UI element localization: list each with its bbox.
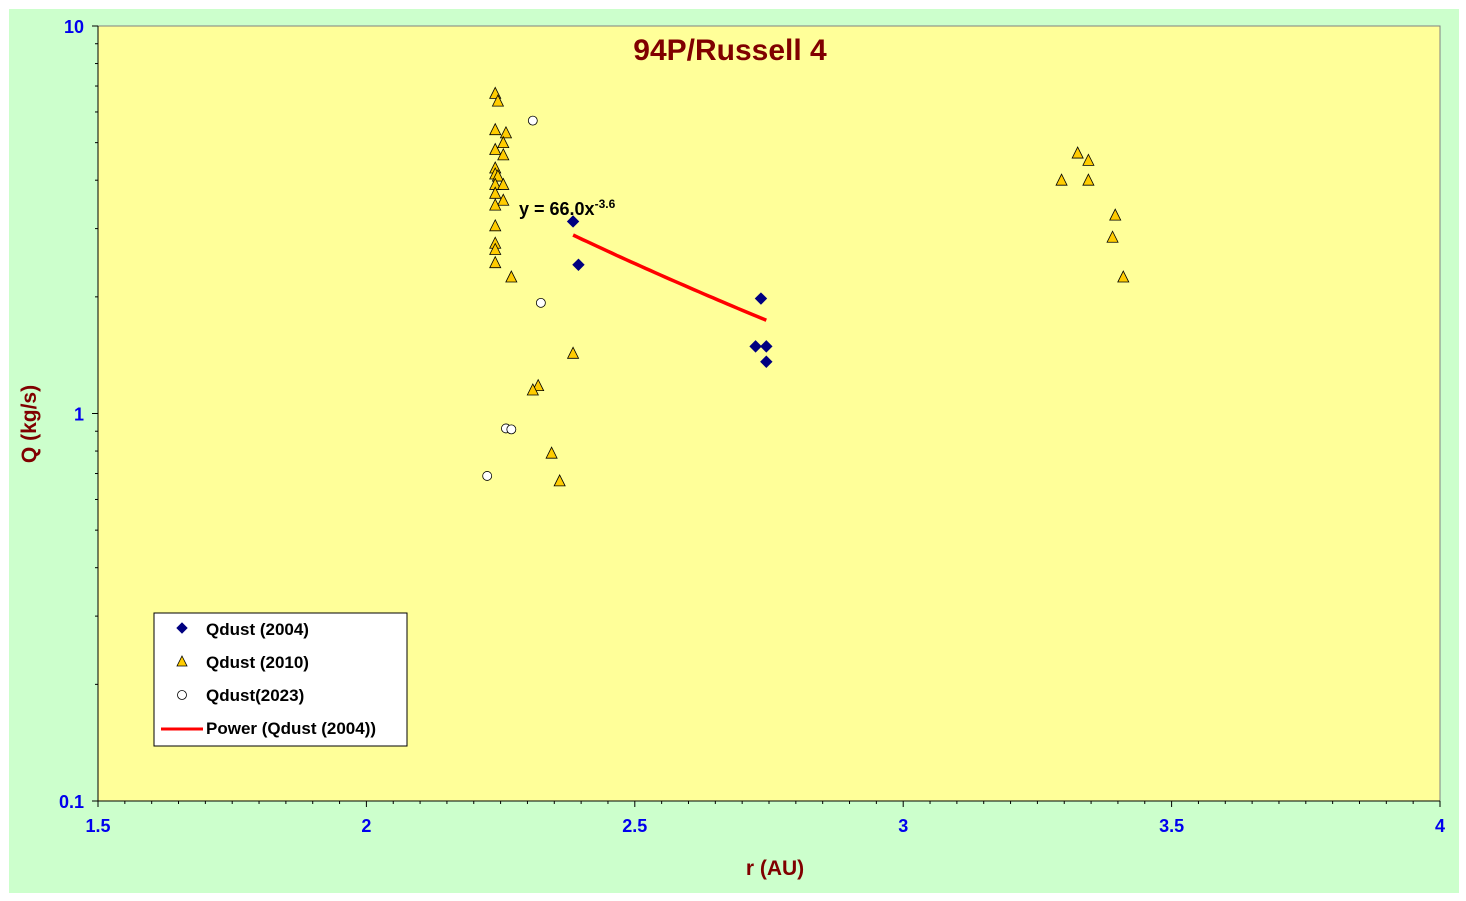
point-qdust-2010 bbox=[1055, 173, 1068, 186]
point-qdust-2010 bbox=[1106, 230, 1119, 243]
x-tick-label: 3.5 bbox=[1159, 816, 1184, 836]
legend-entry-trendline: Power (Qdust (2004)) bbox=[161, 719, 376, 738]
point-qdust-2010 bbox=[499, 125, 513, 139]
legend-entry-2010: Qdust (2010) bbox=[176, 653, 309, 672]
point-qdust-2023 bbox=[506, 424, 517, 435]
legend-marker-diamond bbox=[176, 622, 188, 634]
point-qdust-2010 bbox=[566, 346, 580, 359]
point-qdust-2004 bbox=[749, 340, 762, 353]
x-tick-label: 1.5 bbox=[85, 816, 110, 836]
point-qdust-2010 bbox=[526, 383, 539, 396]
x-tick-label: 2.5 bbox=[622, 816, 647, 836]
point-qdust-2004 bbox=[572, 258, 585, 271]
y-tick-label: 10 bbox=[64, 17, 84, 37]
point-qdust-2010 bbox=[545, 446, 558, 459]
point-qdust-2010 bbox=[489, 122, 502, 136]
point-qdust-2010 bbox=[1109, 208, 1122, 221]
y-axis-title: Q (kg/s) bbox=[18, 385, 41, 463]
point-qdust-2010 bbox=[505, 270, 518, 283]
point-qdust-2010 bbox=[1082, 153, 1095, 166]
x-tick-label: 3 bbox=[898, 816, 908, 836]
point-qdust-2010 bbox=[497, 177, 510, 190]
legend-marker-triangle bbox=[176, 655, 188, 667]
y-tick-label: 0.1 bbox=[59, 792, 84, 812]
legend: Qdust (2004) Qdust (2010) Qdust(2023) Po… bbox=[153, 612, 408, 747]
legend-entry-2023: Qdust(2023) bbox=[177, 686, 304, 705]
trendline-power bbox=[572, 233, 767, 322]
point-qdust-2004 bbox=[760, 355, 773, 368]
point-qdust-2010 bbox=[497, 135, 510, 149]
trendline-group bbox=[572, 233, 767, 322]
point-qdust-2023 bbox=[535, 297, 546, 308]
point-qdust-2004 bbox=[754, 292, 768, 305]
point-qdust-2010 bbox=[489, 218, 502, 232]
point-qdust-2010 bbox=[1082, 173, 1095, 186]
point-qdust-2010 bbox=[553, 474, 566, 487]
legend-label-2023: Qdust(2023) bbox=[206, 686, 304, 705]
x-axis-title: r (AU) bbox=[746, 857, 804, 880]
x-tick-label: 4 bbox=[1435, 816, 1445, 836]
point-qdust-2010 bbox=[489, 255, 502, 269]
point-qdust-2010 bbox=[489, 142, 502, 155]
point-qdust-2010 bbox=[489, 242, 502, 255]
point-qdust-2010 bbox=[1117, 270, 1130, 283]
point-qdust-2010 bbox=[532, 378, 545, 392]
point-qdust-2010 bbox=[491, 94, 505, 107]
points-group bbox=[482, 86, 1130, 487]
legend-marker-circle bbox=[177, 690, 187, 700]
legend-label-2010: Qdust (2010) bbox=[206, 653, 309, 672]
point-qdust-2004 bbox=[760, 340, 773, 353]
axes: 1.5 2 2.5 3 3.5 4 0.1 1 10 bbox=[59, 17, 1445, 836]
point-qdust-2023 bbox=[482, 471, 493, 481]
point-qdust-2010 bbox=[497, 147, 510, 161]
legend-entry-2004: Qdust (2004) bbox=[176, 620, 309, 639]
legend-label-2004: Qdust (2004) bbox=[206, 620, 309, 639]
point-qdust-2010 bbox=[489, 198, 502, 211]
trendline-equation-base: y = 66.0x bbox=[519, 199, 595, 219]
trendline-equation: y = 66.0x-3.6 bbox=[519, 197, 616, 219]
point-qdust-2023 bbox=[527, 115, 538, 126]
chart-area: 1.5 2 2.5 3 3.5 4 0.1 1 10 94P/Russell 4 r (AU) … bbox=[9, 9, 1459, 893]
point-qdust-2010 bbox=[1071, 146, 1084, 159]
chart-title: 94P/Russell 4 bbox=[633, 34, 827, 67]
point-qdust-2004 bbox=[566, 215, 580, 228]
legend-label-trendline: Power (Qdust (2004)) bbox=[206, 719, 376, 738]
point-qdust-2010 bbox=[497, 193, 510, 206]
legend-box bbox=[153, 612, 408, 747]
y-tick-label: 1 bbox=[74, 405, 84, 425]
x-tick-label: 2 bbox=[361, 816, 371, 836]
trendline-equation-exponent: -3.6 bbox=[595, 197, 616, 211]
